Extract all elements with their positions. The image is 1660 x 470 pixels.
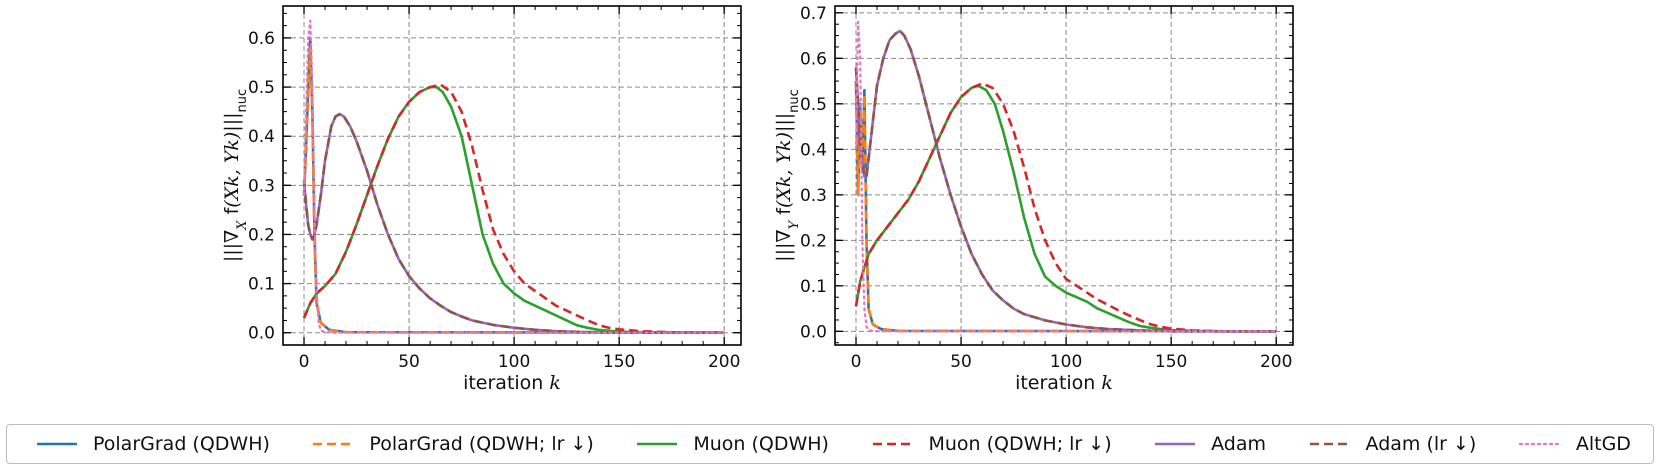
x-tick-label: 100	[1050, 352, 1082, 372]
legend-entry: Adam	[1153, 433, 1266, 455]
chart-panel-left: 0 50 100 150 200 0.0 0.1 0.2 0.3 0.4 0.5 0.6 iterati…	[221, 5, 742, 394]
legend-swatch	[872, 442, 913, 446]
legend-entry: Muon (QDWH)	[635, 433, 829, 455]
series-line	[854, 20, 1278, 333]
x-tick-label: 150	[603, 352, 635, 372]
x-tick-label: 200	[708, 352, 740, 372]
x-tick-label: 150	[1155, 352, 1187, 372]
legend-swatch	[313, 442, 354, 446]
x-tick-label: 0	[299, 352, 310, 372]
y-tick-label: 0.0	[248, 324, 275, 344]
series-line	[302, 19, 726, 334]
x-tick-label: 50	[950, 352, 972, 372]
legend-label: PolarGrad (QDWH)	[93, 433, 270, 455]
x-tick-label: 50	[398, 352, 420, 372]
y-tick-label: 0.2	[800, 231, 827, 251]
y-tick-label: 0.1	[800, 277, 827, 297]
legend-swatch	[1518, 442, 1561, 446]
y-tick-label: 0.4	[248, 127, 275, 147]
x-axis-title: iteration k	[463, 372, 561, 394]
y-tick-label: 0.3	[248, 176, 275, 196]
series-line	[302, 46, 725, 334]
series-line	[854, 29, 1277, 333]
x-tick-label: 0	[851, 352, 862, 372]
y-tick-label: 0.4	[800, 140, 827, 160]
legend-swatch	[637, 442, 678, 446]
y-axis-title: |||∇X f(Xk, Yk)|||nuc	[221, 89, 250, 262]
legend: PolarGrad (QDWH) PolarGrad (QDWH; lr ↓) Mu…	[6, 424, 1654, 464]
x-tick-label: 200	[1260, 352, 1292, 372]
y-tick-label: 0.6	[248, 29, 275, 49]
legend-label: Muon (QDWH)	[693, 433, 829, 455]
legend-entry: AltGD	[1518, 433, 1631, 455]
legend-entry: PolarGrad (QDWH)	[35, 433, 270, 455]
y-tick-label: 0.5	[248, 78, 275, 98]
x-tick-label: 100	[498, 352, 530, 372]
axes-frame	[834, 5, 1294, 346]
y-tick-label: 0.2	[248, 225, 275, 245]
series-line	[302, 83, 725, 334]
series-line	[302, 112, 725, 334]
legend-label: Muon (QDWH; lr ↓)	[928, 433, 1112, 455]
y-tick-label: 0.5	[800, 95, 827, 115]
axes-frame	[282, 5, 742, 346]
y-tick-label: 0.1	[248, 275, 275, 295]
series-line	[854, 82, 1277, 333]
legend-swatch	[1309, 442, 1350, 446]
legend-label: PolarGrad (QDWH; lr ↓)	[369, 433, 594, 455]
x-axis-title: iteration k	[1015, 372, 1113, 394]
y-tick-label: 0.6	[800, 49, 827, 69]
legend-entry: Muon (QDWH; lr ↓)	[871, 433, 1112, 455]
y-axis-title: |||∇Y f(Xk, Yk)|||nuc	[773, 89, 802, 262]
y-tick-label: 0.7	[800, 4, 827, 24]
legend-swatch	[37, 442, 77, 446]
legend-swatch	[1155, 442, 1196, 446]
legend-label: Adam	[1211, 433, 1267, 455]
chart-panel-right: 0 50 100 150 200 0.0 0.1 0.2 0.3 0.4 0.5 0.6 0.7 iter…	[773, 4, 1294, 394]
y-tick-label: 0.0	[800, 322, 827, 342]
y-tick-label: 0.3	[800, 186, 827, 206]
legend-label: AltGD	[1575, 433, 1631, 455]
legend-label: Adam (lr ↓)	[1365, 433, 1477, 455]
legend-entry: PolarGrad (QDWH; lr ↓)	[311, 433, 594, 455]
legend-entry: Adam (lr ↓)	[1308, 433, 1477, 455]
